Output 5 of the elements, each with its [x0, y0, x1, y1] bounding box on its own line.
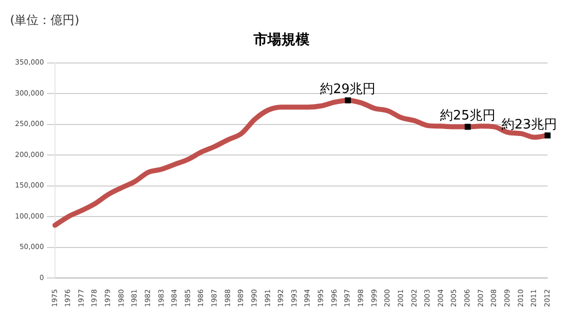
annotation: 約29兆円	[320, 82, 376, 98]
annotation: 約25兆円	[440, 108, 496, 124]
annotation: 約23兆円	[501, 117, 557, 132]
text: (単位：億円)	[10, 12, 80, 29]
chart-title: 市場規模	[252, 31, 310, 48]
